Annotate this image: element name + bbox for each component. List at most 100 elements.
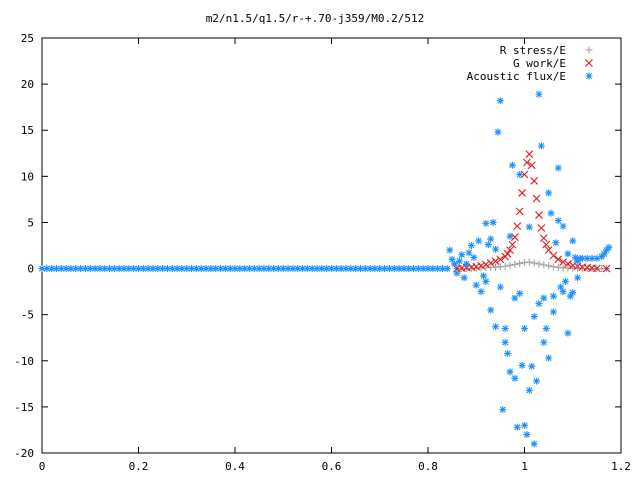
data-point — [559, 258, 567, 266]
data-point — [270, 265, 278, 273]
data-point — [429, 265, 437, 273]
data-point — [226, 265, 234, 273]
data-point — [583, 254, 591, 262]
data-point — [511, 260, 519, 268]
data-point — [455, 257, 463, 265]
data-point — [289, 265, 297, 273]
data-point — [487, 235, 495, 243]
data-point — [241, 265, 249, 273]
chart-title: m2/n1.5/q1.5/r-+.70-j359/M0.2/512 — [206, 12, 425, 25]
data-point — [410, 265, 418, 273]
data-point — [183, 265, 191, 273]
data-point — [250, 265, 258, 273]
data-point — [562, 277, 570, 285]
data-point — [110, 265, 118, 273]
legend-marker — [585, 46, 593, 54]
data-point — [540, 294, 548, 302]
y-tick-label: -5 — [21, 309, 34, 322]
data-point — [470, 253, 478, 261]
data-point — [163, 265, 171, 273]
data-point — [419, 265, 427, 273]
data-point — [294, 265, 302, 273]
data-point — [400, 265, 408, 273]
data-point — [57, 265, 65, 273]
data-point — [472, 281, 480, 289]
data-point — [491, 257, 500, 266]
data-point — [231, 265, 239, 273]
data-point — [414, 265, 422, 273]
data-point — [212, 265, 220, 273]
data-point — [516, 170, 524, 178]
data-point — [564, 260, 572, 268]
data-point — [521, 421, 528, 429]
plot-marks — [38, 90, 613, 448]
data-point — [361, 265, 369, 273]
y-tick-label: 15 — [21, 124, 34, 137]
data-point — [564, 250, 572, 258]
data-point — [504, 349, 512, 357]
data-point — [168, 265, 176, 273]
data-point — [299, 265, 307, 273]
data-point — [323, 265, 331, 273]
data-point — [130, 265, 138, 273]
data-point — [545, 262, 553, 270]
data-point — [549, 308, 557, 316]
data-point — [605, 243, 613, 251]
data-point — [125, 265, 133, 273]
data-point — [501, 325, 509, 332]
data-point — [506, 368, 514, 376]
data-point — [178, 265, 186, 273]
y-tick-label: -20 — [14, 447, 34, 460]
legend-label: R stress/E — [500, 44, 566, 57]
data-point — [451, 260, 459, 268]
data-point — [574, 274, 582, 282]
data-point — [537, 224, 546, 232]
data-point — [337, 265, 345, 273]
y-tick-label: 25 — [21, 32, 34, 45]
series-star — [38, 90, 613, 448]
y-tick-label: 20 — [21, 78, 34, 91]
data-point — [588, 254, 596, 262]
data-point — [245, 265, 253, 273]
data-point — [542, 325, 550, 332]
data-point — [482, 277, 490, 285]
data-point — [523, 431, 531, 439]
data-point — [458, 251, 466, 259]
data-point — [545, 189, 553, 197]
data-point — [385, 265, 393, 273]
data-point — [303, 265, 311, 273]
series-cross — [453, 150, 611, 273]
data-point — [506, 246, 514, 254]
data-point — [52, 265, 60, 273]
data-point — [405, 265, 413, 273]
data-point — [535, 211, 543, 219]
data-point — [159, 265, 167, 273]
data-point — [366, 265, 374, 273]
data-point — [284, 265, 292, 273]
data-point — [492, 323, 500, 331]
data-point — [482, 260, 490, 269]
data-point — [501, 338, 509, 346]
data-point — [475, 237, 483, 245]
data-point — [38, 265, 46, 273]
data-point — [552, 239, 560, 247]
data-point — [149, 265, 157, 273]
legend-label: Acoustic flux/E — [467, 70, 566, 83]
data-point — [566, 292, 574, 300]
data-point — [518, 361, 526, 369]
data-point — [527, 161, 536, 170]
legend-marker — [585, 59, 593, 67]
data-point — [503, 249, 512, 258]
data-point — [463, 260, 471, 268]
data-point — [91, 265, 99, 273]
data-point — [530, 259, 538, 267]
data-point — [72, 265, 80, 273]
data-point — [81, 265, 89, 273]
data-point — [499, 406, 507, 414]
data-point — [496, 255, 505, 264]
data-point — [308, 265, 316, 273]
data-point — [101, 265, 109, 273]
data-point — [482, 219, 490, 227]
